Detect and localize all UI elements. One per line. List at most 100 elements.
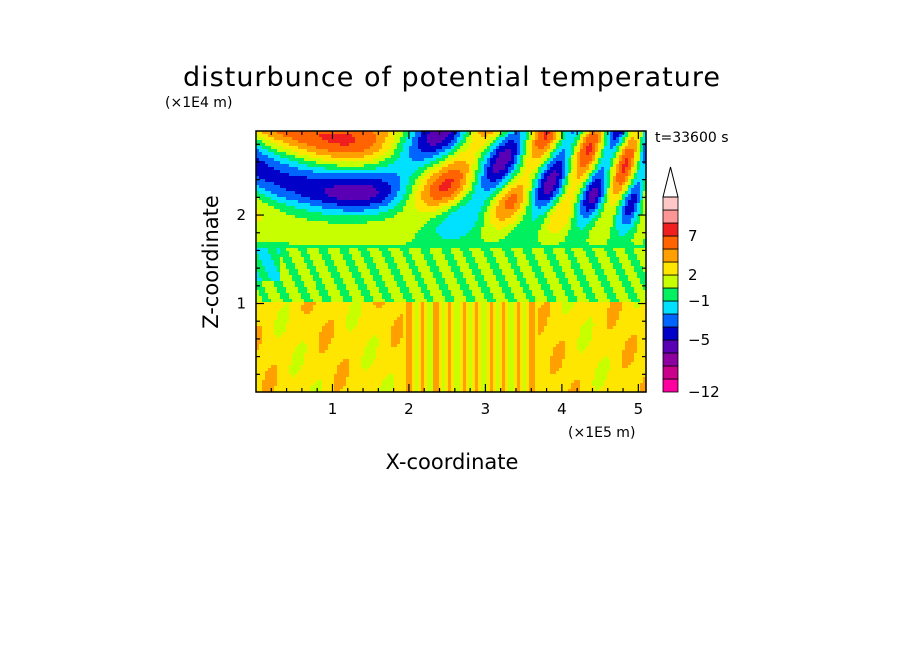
contour-cell: [454, 194, 458, 198]
contour-cell: [541, 131, 545, 135]
contour-cell: [322, 155, 326, 159]
contour-cell: [484, 188, 488, 192]
contour-cell: [349, 173, 353, 177]
contour-cell: [370, 179, 374, 183]
contour-cell: [619, 155, 623, 159]
contour-cell: [586, 176, 590, 180]
contour-cell: [325, 194, 329, 198]
contour-cell: [463, 167, 467, 171]
contour-cell: [301, 191, 305, 195]
contour-cell: [442, 194, 446, 198]
contour-cell: [517, 167, 521, 171]
contour-cell: [400, 155, 404, 159]
contour-cell: [424, 149, 428, 153]
contour-cell: [571, 194, 575, 198]
contour-cell: [445, 131, 449, 135]
contour-cell: [502, 152, 506, 156]
contour-cell: [532, 146, 536, 150]
contour-cell: [364, 170, 368, 174]
contour-cell: [328, 155, 332, 159]
contour-cell: [436, 146, 440, 150]
contour-cell: [481, 206, 485, 210]
contour-cell: [346, 173, 350, 177]
contour-cell: [547, 131, 551, 135]
contour-cell: [496, 161, 500, 165]
contour-cell: [361, 164, 365, 168]
contour-cell: [472, 167, 476, 171]
contour-cell: [559, 200, 563, 204]
contour-cell: [415, 200, 419, 204]
contour-cell: [331, 149, 335, 153]
contour-cell: [574, 200, 578, 204]
contour-cell: [259, 143, 263, 147]
contour-cell: [616, 206, 620, 210]
contour-cell: [541, 161, 545, 165]
contour-cell: [619, 164, 623, 168]
contour-cell: [391, 137, 395, 141]
contour-cell: [427, 200, 431, 204]
contour-cell: [409, 131, 413, 135]
contour-cell: [547, 203, 551, 207]
contour-cell: [406, 146, 410, 150]
contour-cell: [472, 137, 476, 141]
contour-cell: [304, 194, 308, 198]
contour-cell: [499, 155, 503, 159]
contour-cell: [421, 146, 425, 150]
contour-cell: [376, 161, 380, 165]
contour-cell: [346, 194, 350, 198]
contour-cell: [526, 164, 530, 168]
contour-cell: [295, 155, 299, 159]
contour-cell: [433, 140, 437, 144]
contour-cell: [307, 155, 311, 159]
contour-cell: [367, 191, 371, 195]
contour-cell: [586, 173, 590, 177]
contour-cell: [439, 155, 443, 159]
contour-cell: [538, 164, 542, 168]
contour-cell: [586, 170, 590, 174]
contour-cell: [625, 161, 629, 165]
contour-cell: [334, 164, 338, 168]
contour-cell: [613, 131, 617, 135]
contour-cell: [430, 161, 434, 165]
contour-cell: [274, 155, 278, 159]
contour-cell: [628, 164, 632, 168]
contour-cell: [310, 182, 314, 186]
contour-cell: [349, 143, 353, 147]
contour-cell: [556, 137, 560, 141]
contour-cell: [346, 197, 350, 201]
contour-cell: [463, 182, 467, 186]
contour-cell: [529, 170, 533, 174]
contour-cell: [430, 191, 434, 195]
contour-cell: [349, 170, 353, 174]
contour-cell: [406, 155, 410, 159]
contour-cell: [412, 206, 416, 210]
contour-cell: [307, 197, 311, 201]
contour-cell: [544, 191, 548, 195]
contour-cell: [274, 197, 278, 201]
contour-cell: [490, 176, 494, 180]
contour-cell: [301, 173, 305, 177]
contour-cell: [625, 173, 629, 177]
contour-cell: [601, 149, 605, 153]
contour-cell: [643, 194, 647, 198]
contour-cell: [412, 200, 416, 204]
contour-cell: [496, 176, 500, 180]
contour-cell: [382, 179, 386, 183]
contour-cell: [304, 140, 308, 144]
contour-cell: [568, 143, 572, 147]
contour-cell: [529, 173, 533, 177]
contour-cell: [376, 158, 380, 162]
contour-cell: [574, 173, 578, 177]
contour-cell: [355, 179, 359, 183]
contour-cell: [643, 191, 647, 195]
contour-cell: [535, 167, 539, 171]
contour-cell: [538, 206, 542, 210]
contour-cell: [394, 197, 398, 201]
contour-cell: [463, 179, 467, 183]
contour-cell: [604, 194, 608, 198]
contour-cell: [478, 185, 482, 189]
contour-cell: [445, 179, 449, 183]
contour-cell: [586, 134, 590, 138]
contour-cell: [544, 161, 548, 165]
contour-cell: [328, 188, 332, 192]
